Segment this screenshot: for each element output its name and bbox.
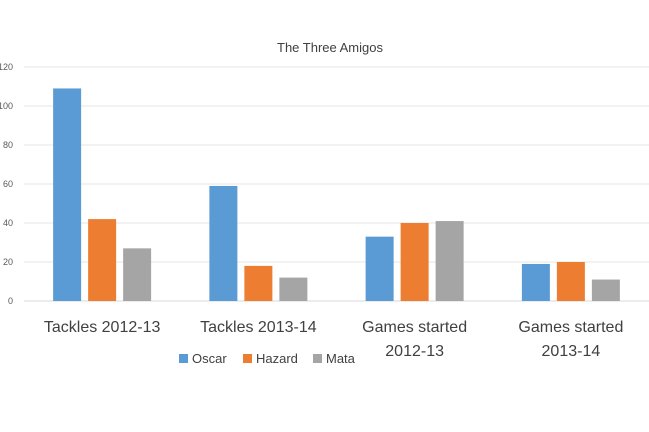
legend-label-hazard: Hazard	[256, 351, 298, 366]
bars	[53, 88, 620, 301]
y-tick-label: 20	[3, 257, 13, 267]
x-axis-labels: Tackles 2012-13 Tackles 2013-14 Games star…	[44, 319, 623, 360]
y-tick-label: 40	[3, 218, 13, 228]
bar-hazard-4	[556, 262, 585, 301]
bar-hazard-2	[244, 265, 273, 301]
y-tick-label: 60	[3, 179, 13, 189]
x-tick-label: Tackles 2012-13	[44, 319, 161, 336]
legend-label-oscar: Oscar	[192, 351, 227, 366]
legend-swatch-mata	[313, 354, 322, 363]
bar-oscar-2	[209, 185, 238, 301]
legend-swatch-hazard	[243, 354, 252, 363]
legend: Oscar Hazard Mata	[179, 351, 356, 366]
x-tick-label: Games started 2013-14	[518, 319, 623, 360]
y-tick-label: 0	[8, 296, 13, 306]
x-tick-label: Games started 2012-13	[362, 319, 467, 360]
bar-mata-3	[435, 221, 464, 301]
legend-label-mata: Mata	[326, 351, 356, 366]
gridlines	[24, 66, 649, 302]
bar-oscar-3	[365, 236, 394, 301]
bar-oscar-1	[53, 88, 82, 301]
bar-mata-4	[591, 279, 620, 301]
y-tick-label: 100	[0, 101, 13, 111]
bar-mata-2	[279, 277, 308, 301]
y-tick-label: 80	[3, 140, 13, 150]
bar-mata-1	[123, 248, 152, 301]
legend-swatch-oscar	[179, 354, 188, 363]
bar-hazard-3	[400, 223, 429, 301]
x-tick-label: Tackles 2013-14	[200, 319, 317, 336]
bar-oscar-4	[521, 263, 550, 301]
chart-title: The Three Amigos	[277, 40, 383, 55]
y-axis-ticks: 0 20 40 60 80 100 120	[0, 62, 13, 306]
bar-hazard-1	[88, 219, 117, 301]
y-tick-label: 120	[0, 62, 13, 72]
